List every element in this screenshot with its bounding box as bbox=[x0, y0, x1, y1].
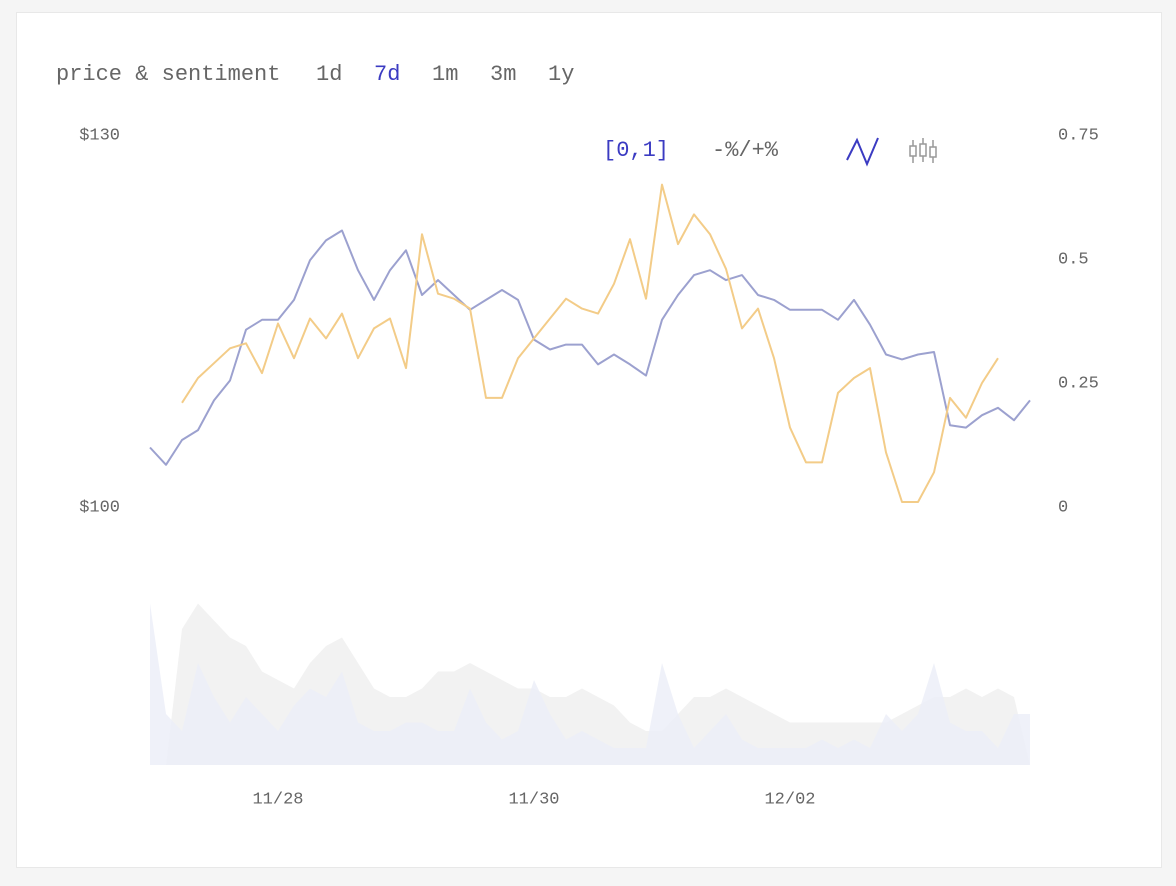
y-tick-label: $100 bbox=[79, 498, 120, 517]
candle-icon[interactable] bbox=[909, 138, 937, 163]
period-button[interactable]: 1m bbox=[432, 62, 458, 87]
line-icon-shape[interactable] bbox=[846, 137, 879, 167]
line-icon[interactable] bbox=[846, 137, 879, 167]
scale-toggle[interactable]: -%/+% bbox=[712, 138, 779, 163]
volume-area bbox=[150, 603, 1030, 765]
y2-tick-label: 0.5 bbox=[1058, 250, 1089, 269]
candle-body bbox=[929, 146, 937, 158]
period-button[interactable]: 7d bbox=[374, 62, 400, 87]
candle-body bbox=[909, 145, 917, 157]
y2-tick-label: 0 bbox=[1058, 498, 1068, 517]
chart-title: price & sentiment bbox=[56, 62, 280, 87]
series-line bbox=[149, 229, 1031, 466]
period-button[interactable]: 1d bbox=[316, 62, 342, 87]
candle-body bbox=[919, 143, 927, 157]
y2-tick-label: 0.25 bbox=[1058, 374, 1099, 393]
y-tick-label: $130 bbox=[79, 126, 120, 145]
x-tick-label: 11/30 bbox=[508, 790, 559, 809]
series-line bbox=[181, 183, 999, 503]
y2-tick-label: 0.75 bbox=[1058, 126, 1099, 145]
period-button[interactable]: 3m bbox=[490, 62, 516, 87]
volume-area bbox=[150, 603, 1030, 765]
x-tick-label: 11/28 bbox=[252, 790, 303, 809]
x-tick-label: 12/02 bbox=[764, 790, 815, 809]
period-button[interactable]: 1y bbox=[548, 62, 574, 87]
scale-toggle[interactable]: [0,1] bbox=[603, 138, 669, 163]
